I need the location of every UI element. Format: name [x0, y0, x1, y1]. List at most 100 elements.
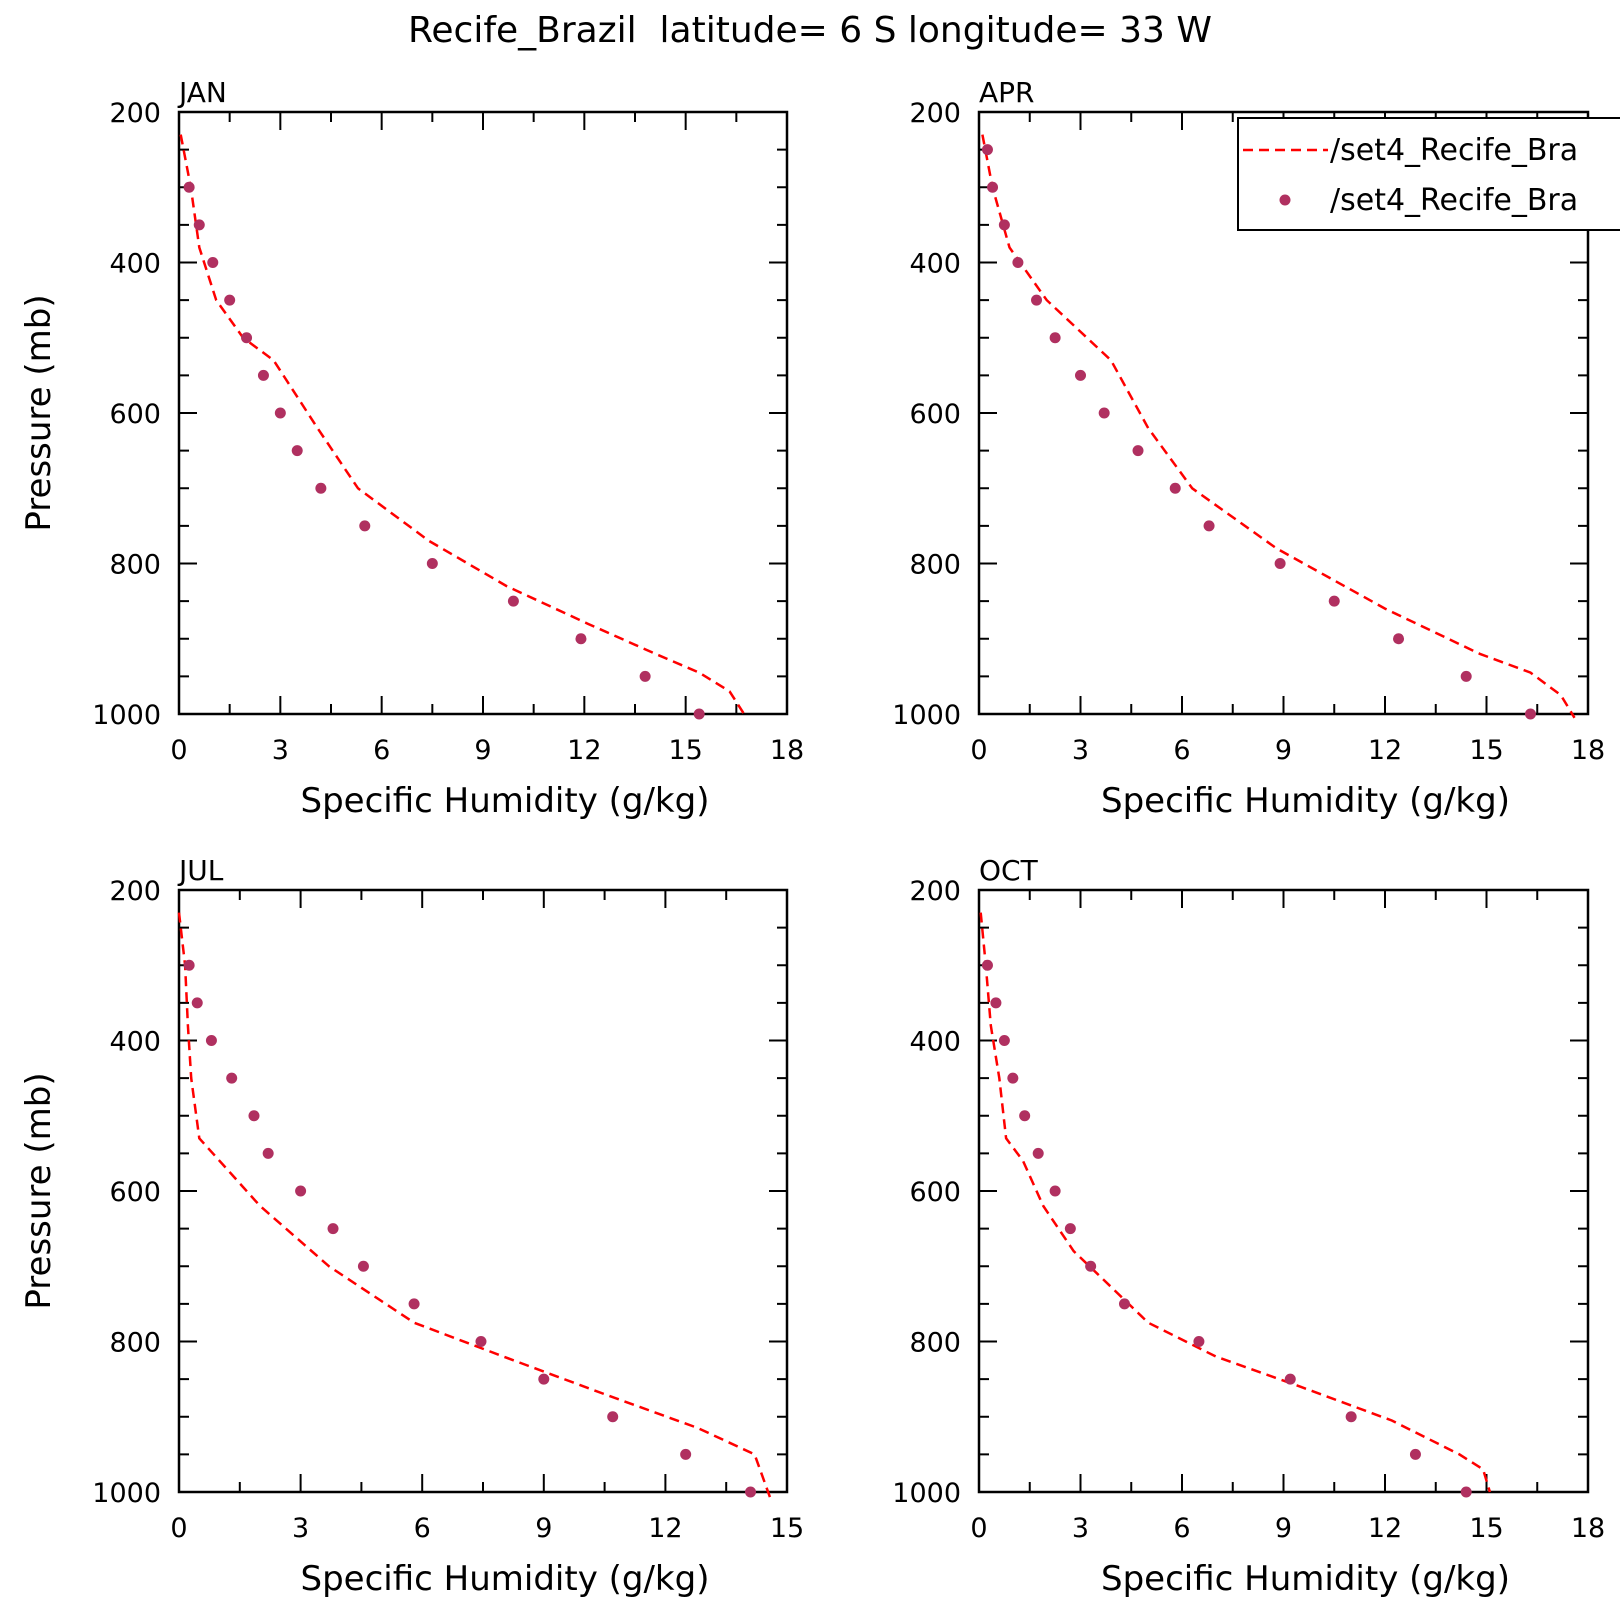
- obs-data-point: [1075, 369, 1086, 381]
- panel-label: APR: [979, 76, 1035, 109]
- y-tick-label: 200: [109, 98, 161, 129]
- x-axis-label: Specific Humidity (g/kg): [1101, 781, 1510, 821]
- x-tick-label: 15: [1469, 735, 1503, 766]
- obs-data-point: [998, 1035, 1010, 1046]
- obs-data-point: [1193, 1336, 1205, 1347]
- legend-dot-swatch: [1279, 194, 1291, 206]
- obs-data-point: [241, 332, 253, 344]
- x-tick-label: 12: [648, 1513, 682, 1544]
- panel-label: OCT: [979, 854, 1039, 887]
- x-tick-label: 15: [770, 1513, 804, 1544]
- x-tick-label: 12: [1368, 1513, 1402, 1544]
- y-tick-label: 1000: [92, 1478, 161, 1509]
- x-tick-label: 3: [292, 1513, 309, 1544]
- y-tick-label: 800: [909, 1328, 961, 1359]
- plot-frame: [177, 110, 789, 716]
- x-tick-label: 3: [1072, 1513, 1089, 1544]
- x-tick-label: 6: [373, 735, 390, 766]
- x-tick-label: 9: [1275, 735, 1292, 766]
- obs-data-point: [1393, 633, 1405, 645]
- y-tick-label: 800: [909, 550, 961, 581]
- y-tick-label: 200: [109, 876, 161, 907]
- obs-data-point: [475, 1336, 487, 1347]
- plot-frame: [177, 888, 789, 1494]
- y-tick-label: 600: [109, 399, 161, 430]
- obs-data-point: [990, 997, 1002, 1009]
- legend-box: [1237, 117, 1620, 231]
- obs-data-point: [262, 1147, 274, 1159]
- obs-data-point: [607, 1411, 619, 1423]
- y-tick-label: 400: [109, 249, 161, 280]
- obs-data-point: [1274, 558, 1286, 569]
- obs-data-point: [295, 1185, 307, 1197]
- obs-data-point: [1203, 520, 1215, 532]
- x-tick-label: 3: [272, 735, 289, 766]
- y-tick-label: 400: [909, 249, 961, 280]
- obs-data-point: [315, 482, 327, 494]
- obs-data-point: [693, 708, 705, 720]
- obs-data-point: [226, 1072, 238, 1084]
- obs-data-point: [274, 407, 286, 419]
- obs-data-point: [1007, 1072, 1019, 1084]
- obs-data-point: [639, 670, 651, 682]
- chart-panel-oct: 0 3 6 9 12 15 18 200 400 600 800 1000 OCT Specific Hu…: [892, 854, 1605, 1599]
- legend-entry-label: /set4_Recife_Bra: [1330, 183, 1578, 218]
- obs-data-point: [357, 1260, 369, 1272]
- obs-data-point: [207, 257, 219, 268]
- obs-data-point: [1409, 1448, 1421, 1460]
- obs-data-point: [205, 1035, 217, 1046]
- obs-data-point: [257, 369, 269, 381]
- x-tick-label: 15: [1469, 1513, 1503, 1544]
- obs-data-point: [1064, 1223, 1076, 1235]
- obs-data-point: [1098, 407, 1110, 419]
- page-title: Recife_Brazil latitude= 6 S longitude= 3…: [408, 10, 1212, 51]
- panel-label: JAN: [177, 76, 227, 109]
- obs-data-point: [193, 219, 205, 231]
- obs-data-point: [408, 1298, 420, 1310]
- model-profile-line: [979, 912, 1492, 1493]
- y-tick-label: 1000: [892, 1478, 961, 1509]
- x-tick-label: 0: [170, 1513, 187, 1544]
- model-profile-line: [981, 134, 1576, 719]
- y-axis-label: Pressure (mb): [19, 1072, 59, 1309]
- obs-data-point: [1132, 445, 1144, 457]
- y-tick-label: 800: [109, 550, 161, 581]
- y-tick-label: 400: [909, 1027, 961, 1058]
- y-tick-label: 400: [109, 1027, 161, 1058]
- obs-data-point: [1524, 708, 1536, 720]
- x-tick-label: 6: [1173, 1513, 1190, 1544]
- legend-entry-label: /set4_Recife_Bra: [1330, 133, 1578, 168]
- y-tick-label: 600: [909, 1177, 961, 1208]
- y-tick-label: 200: [909, 876, 961, 907]
- obs-data-point: [183, 181, 195, 193]
- chart-panel-jan: 0 3 6 9 12 15 18 200 400 600 800 1000 JAN Specific Hu…: [19, 76, 804, 821]
- obs-data-point: [1284, 1373, 1296, 1385]
- x-tick-label: 0: [970, 735, 987, 766]
- y-tick-label: 1000: [892, 700, 961, 731]
- obs-data-point: [998, 219, 1010, 231]
- y-tick-label: 200: [909, 98, 961, 129]
- x-axis-label: Specific Humidity (g/kg): [1101, 1559, 1510, 1599]
- x-tick-label: 12: [567, 735, 601, 766]
- obs-data-point: [745, 1486, 757, 1498]
- obs-data-point: [1118, 1298, 1130, 1310]
- obs-data-point: [248, 1110, 260, 1122]
- x-axis-label: Specific Humidity (g/kg): [301, 1559, 710, 1599]
- model-profile-line: [177, 912, 772, 1500]
- obs-data-point: [191, 997, 203, 1009]
- obs-data-point: [1049, 332, 1061, 344]
- obs-data-point: [981, 144, 993, 156]
- obs-data-point: [981, 959, 993, 971]
- x-tick-label: 18: [1571, 1513, 1605, 1544]
- chart-panel-apr: 0 3 6 9 12 15 18 200 400 600 800 1000 APR Specific Hu…: [892, 76, 1605, 821]
- x-tick-label: 3: [1072, 735, 1089, 766]
- obs-data-point: [987, 181, 999, 193]
- panel-label: JUL: [177, 854, 224, 887]
- obs-data-point: [538, 1373, 550, 1385]
- obs-data-point: [1460, 670, 1472, 682]
- obs-data-point: [327, 1223, 339, 1235]
- y-tick-label: 800: [109, 1328, 161, 1359]
- obs-data-point: [291, 445, 303, 457]
- obs-data-point: [1460, 1486, 1472, 1498]
